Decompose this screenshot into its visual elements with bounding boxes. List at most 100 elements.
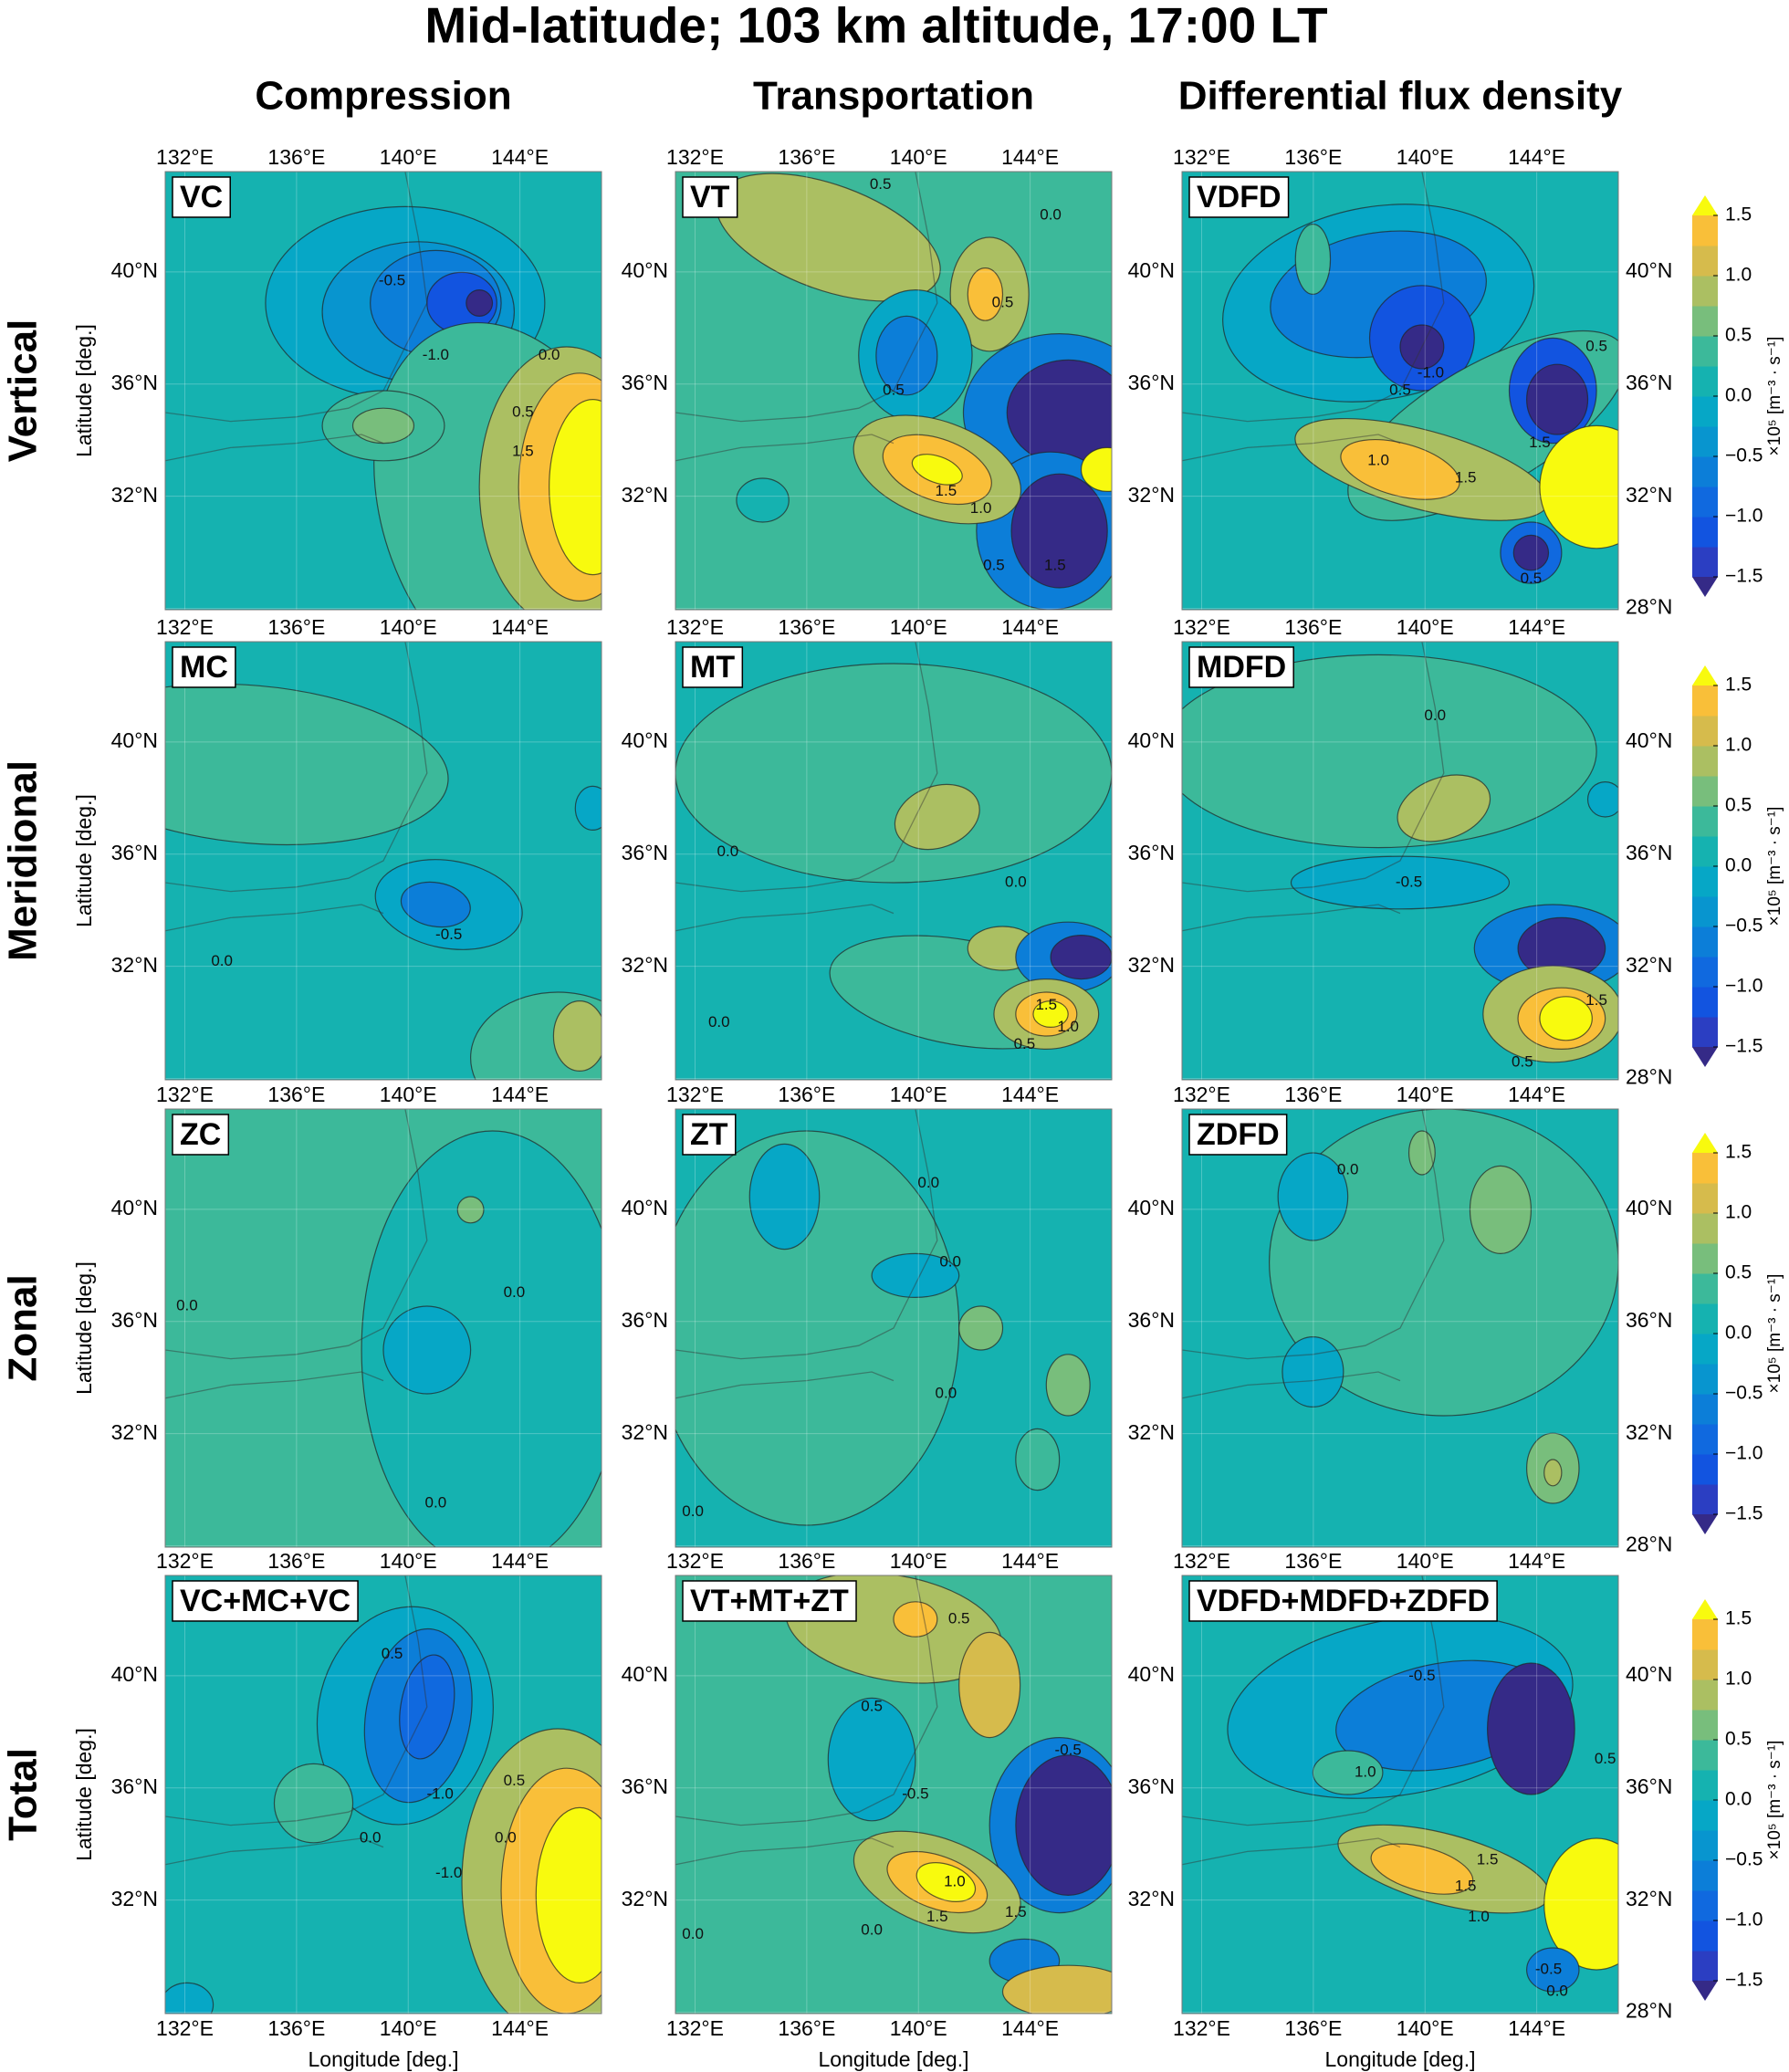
- colorbar-tick-label: −1.0: [1725, 1443, 1763, 1464]
- row-title: Total: [1, 1748, 46, 1841]
- colorbar-extend: [1692, 195, 1718, 215]
- colorbar-tick-label: 1.5: [1725, 675, 1752, 696]
- x-tick-label: 136°E: [267, 145, 325, 169]
- contour-label: 0.0: [682, 1925, 704, 1942]
- contour-map: [675, 172, 1112, 610]
- contour-band: [1539, 424, 1618, 549]
- contour-band: [361, 1130, 602, 1547]
- colorbar-extend: [1692, 577, 1718, 597]
- colorbar-tick-label: 0.0: [1725, 855, 1752, 876]
- y-tick-label: 32°N: [1128, 953, 1175, 977]
- y-tick-label: 32°N: [622, 483, 668, 507]
- colorbar-band: [1692, 866, 1718, 897]
- contour-label: 0.5: [1512, 1052, 1533, 1070]
- panel-label-box: [682, 176, 738, 218]
- contour-band: [915, 1862, 977, 1902]
- x-tick-label: 132°E: [1173, 145, 1230, 169]
- contour-label: 0.0: [504, 1283, 526, 1301]
- y-tick-label: 36°N: [1128, 1774, 1175, 1798]
- x-tick-label: 140°E: [1397, 615, 1454, 639]
- contour-band: [675, 663, 1112, 884]
- contour-label: 0.5: [1585, 337, 1607, 354]
- contour-band: [1277, 1152, 1349, 1241]
- x-tick-label: 144°E: [1001, 615, 1059, 639]
- x-tick-label: 140°E: [890, 145, 947, 169]
- panel-frame: [675, 1108, 1113, 1548]
- panel-label: VC+MC+VC: [180, 1584, 350, 1618]
- x-tick-label: 132°E: [1173, 2016, 1230, 2040]
- contour-label: 1.5: [926, 1908, 948, 1925]
- panel-frame: [1181, 1108, 1619, 1548]
- y-tick-label: 36°N: [1626, 1308, 1672, 1332]
- y-axis-label: Latitude [deg.]: [72, 1261, 96, 1395]
- colorbar-band: [1692, 1424, 1718, 1455]
- contour-label: 0.5: [1389, 381, 1411, 398]
- contour-label: 1.0: [1367, 451, 1389, 468]
- coastline: [1182, 1371, 1401, 1399]
- colorbar-extend: [1692, 1047, 1718, 1067]
- y-tick-label: 32°N: [111, 483, 158, 507]
- x-tick-label: 144°E: [1001, 1549, 1059, 1573]
- y-tick-label: 36°N: [111, 371, 158, 394]
- contour-label: 0.0: [495, 1828, 517, 1846]
- contour-band: [1370, 1843, 1474, 1895]
- coastline: [675, 1575, 938, 1826]
- panel-label-box: [682, 646, 744, 688]
- contour-label: 0.5: [382, 1645, 403, 1662]
- x-tick-label: 132°E: [1173, 615, 1230, 639]
- y-tick-label: 32°N: [1626, 953, 1672, 977]
- row-title: Zonal: [1, 1274, 46, 1381]
- contour-map: [675, 1575, 1112, 2014]
- coastline: [675, 904, 894, 932]
- colorbar-tick-label: −1.5: [1725, 1036, 1763, 1057]
- y-tick-label: 40°N: [622, 258, 668, 282]
- contour-band: [552, 1000, 602, 1072]
- x-tick-label: 132°E: [666, 615, 724, 639]
- contour-band: [958, 1305, 1004, 1351]
- contour-band: [871, 1252, 960, 1299]
- x-tick-label: 136°E: [267, 615, 325, 639]
- y-tick-label: 40°N: [1626, 728, 1672, 752]
- contour-label: -0.5: [1055, 1741, 1082, 1758]
- x-tick-label: 136°E: [267, 2016, 325, 2040]
- panel-frame: [675, 171, 1113, 611]
- contour-band: [1543, 1837, 1618, 1971]
- colorbar-band: [1692, 547, 1718, 578]
- contour-label: -0.5: [435, 926, 462, 943]
- coastline: [165, 172, 428, 423]
- contour-label: 1.5: [1585, 991, 1607, 1009]
- colorbar-band: [1692, 1920, 1718, 1952]
- x-tick-label: 140°E: [1397, 145, 1454, 169]
- panel-frame: [164, 1575, 602, 2014]
- colorbar-band: [1692, 1800, 1718, 1831]
- colorbar-band: [1692, 1680, 1718, 1711]
- colorbar-band: [1692, 517, 1718, 548]
- x-tick-label: 144°E: [1508, 2016, 1565, 2040]
- y-tick-label: 36°N: [1128, 371, 1175, 394]
- coastline: [165, 642, 428, 893]
- y-tick-label: 32°N: [1626, 1887, 1672, 1910]
- y-tick-label: 32°N: [111, 1420, 158, 1444]
- contour-label: -1.0: [435, 1864, 462, 1881]
- colorbar-band: [1692, 926, 1718, 958]
- colorbar-band: [1692, 306, 1718, 337]
- x-tick-label: 140°E: [1397, 1083, 1454, 1106]
- contour-map: [1182, 1575, 1618, 2014]
- contour-band: [1032, 999, 1069, 1028]
- contour-label: 1.0: [1057, 1018, 1079, 1035]
- x-tick-label: 140°E: [890, 615, 947, 639]
- x-tick-label: 144°E: [1001, 2016, 1059, 2040]
- y-tick-label: 36°N: [1626, 1774, 1672, 1798]
- panel-label: MDFD: [1197, 650, 1286, 685]
- coastline: [675, 434, 894, 462]
- colorbar-band: [1692, 1364, 1718, 1395]
- y-tick-label: 36°N: [1626, 371, 1672, 394]
- contour-label: 0.0: [939, 1252, 961, 1270]
- figure-title: Mid-latitude; 103 km altitude, 17:00 LT: [424, 0, 1327, 54]
- colorbar-band: [1692, 336, 1718, 367]
- colorbar-extend: [1692, 1599, 1718, 1619]
- panel-frame: [1181, 1575, 1619, 2014]
- contour-label: -1.0: [423, 346, 449, 363]
- panel-label-box: [172, 176, 231, 218]
- panel-label-box: [1188, 1580, 1498, 1622]
